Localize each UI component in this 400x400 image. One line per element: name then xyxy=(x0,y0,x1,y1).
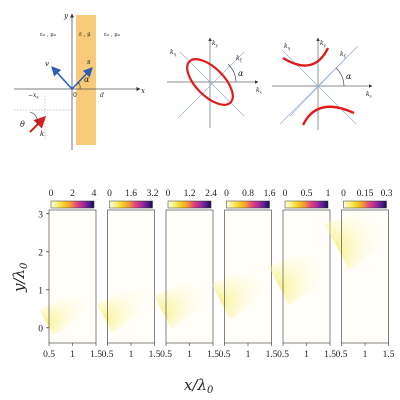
right-region-label: ε₀ , μ₀ xyxy=(104,32,121,38)
colorbar xyxy=(109,200,153,209)
colorbar-tick-label: 0 xyxy=(107,189,112,199)
dispersion-hyperbola: α ky kx kξ kη xyxy=(272,37,373,130)
colorbar xyxy=(167,200,212,209)
kxi-label: kξ xyxy=(340,51,347,59)
x-tick-label: 1 xyxy=(363,350,368,360)
alpha-label: α xyxy=(346,72,352,81)
x-tick-label: 0.5 xyxy=(102,350,114,360)
colorbar-tick-label: 1.6 xyxy=(125,189,137,199)
colorbar xyxy=(50,200,95,209)
x-tick-label: 1.5 xyxy=(90,350,102,360)
colorbar xyxy=(284,200,329,209)
x-tick-label: 1 xyxy=(246,350,251,360)
d-label: d xyxy=(100,92,104,99)
colorbar-tick-label: 2 xyxy=(70,189,75,199)
colorbar-tick-label: 0.5 xyxy=(301,189,313,199)
x-tick-label: 0.5 xyxy=(336,350,348,360)
keta-label: kη xyxy=(284,43,291,51)
x-axis-label: x/λ0 xyxy=(184,376,214,396)
x-tick-label: 0.5 xyxy=(277,350,289,360)
hyperbola-branch-upper xyxy=(282,47,330,67)
anisotropic-slab xyxy=(76,15,96,145)
kx-label: kx xyxy=(256,87,263,95)
x-tick-label: 1.5 xyxy=(266,350,278,360)
colorbar-tick-label: 2.4 xyxy=(205,189,217,199)
colorbar-tick-label: 1 xyxy=(326,189,331,199)
dispersion-ellipse-curve xyxy=(186,58,234,106)
x-tick-label: 1 xyxy=(304,350,309,360)
colorbar xyxy=(343,200,387,209)
colorbar-tick-label: 1.6 xyxy=(264,189,276,199)
theta-label: θ xyxy=(20,120,25,129)
colorbar-tick-label: 0 xyxy=(224,189,229,199)
kxi-axis xyxy=(177,51,245,119)
x-tick-label: 0.5 xyxy=(219,350,231,360)
colorbar-tick-label: 0 xyxy=(283,189,288,199)
y-tick-label: 1 xyxy=(38,286,43,296)
heatmap-panel-2: 0 1.6 3.2 0.5 1 1.5 xyxy=(60,189,161,360)
origin-label: 0 xyxy=(73,92,77,99)
colorbar-tick-label: 3.2 xyxy=(147,189,159,199)
x-tick-label: 0.5 xyxy=(160,350,172,360)
k-vector xyxy=(29,115,47,133)
alpha-label: α xyxy=(84,75,90,84)
x-tick-label: 1.5 xyxy=(207,350,219,360)
theta-arc xyxy=(29,111,38,126)
ky-label: ky xyxy=(212,40,219,48)
x-tick-label: 1.5 xyxy=(383,350,395,360)
s-vector-label: s xyxy=(87,58,91,66)
left-region-label: ε₀ , μ₀ xyxy=(40,32,57,38)
y-axis-label: y/λ0 xyxy=(10,262,30,293)
keta-axis xyxy=(179,51,245,117)
k-vector-label: k xyxy=(40,130,44,138)
kx-label: kx xyxy=(366,91,373,99)
ky-label: ky xyxy=(320,40,327,48)
asymptote-1 xyxy=(289,55,349,117)
x-tick-label: 0.5 xyxy=(43,350,55,360)
y-tick-label: 0 xyxy=(38,324,43,334)
alpha-arc xyxy=(77,81,81,90)
field-intensity-spot xyxy=(320,214,382,279)
v-vector xyxy=(51,66,73,90)
v-vector-label: v xyxy=(45,60,49,68)
x-tick-label: 1 xyxy=(187,350,192,360)
alpha-arc xyxy=(227,63,237,83)
colorbar-tick-label: 0 xyxy=(341,189,346,199)
neg-xs-label: −xs xyxy=(28,92,39,101)
slab-region-label: ε̄ , μ̄ xyxy=(79,32,91,38)
keta-label: kη xyxy=(170,49,177,57)
colorbar-tick-label: 0 xyxy=(166,189,171,199)
dispersion-ellipse: α ky kx kξ kη xyxy=(167,37,263,128)
colorbar-tick-label: 1.2 xyxy=(184,189,196,199)
x-tick-label: 1 xyxy=(129,350,134,360)
colorbar-tick-label: 0.15 xyxy=(357,189,374,199)
y-tick-label: 3 xyxy=(38,210,43,220)
x-tick-label: 1.5 xyxy=(324,350,336,360)
alpha-label: α xyxy=(238,69,244,78)
s-vector xyxy=(71,67,93,90)
colorbar-tick-label: 0.8 xyxy=(242,189,254,199)
heatmap-panel-6: 0 0.15 0.3 0.5 1 1.5 xyxy=(320,189,395,360)
x-tick-label: 1.5 xyxy=(149,350,161,360)
alpha-arc xyxy=(335,67,345,87)
x-tick-label: 1 xyxy=(70,350,75,360)
colorbar xyxy=(226,200,270,209)
y-axis-label: y xyxy=(63,12,69,20)
x-axis-label: x xyxy=(141,87,145,95)
y-tick-label: 2 xyxy=(38,248,43,258)
colorbar-tick-label: 0.3 xyxy=(381,189,393,199)
colorbar-tick-label: 4 xyxy=(92,189,97,199)
hyperbola-branch-lower xyxy=(301,105,355,126)
kxi-label: kξ xyxy=(236,55,243,63)
schematic-diagram: x y ε₀ , μ₀ ε̄ , μ̄ ε₀ , μ₀ v s k α θ 0 … xyxy=(14,12,145,150)
colorbar-tick-label: 0 xyxy=(49,189,54,199)
